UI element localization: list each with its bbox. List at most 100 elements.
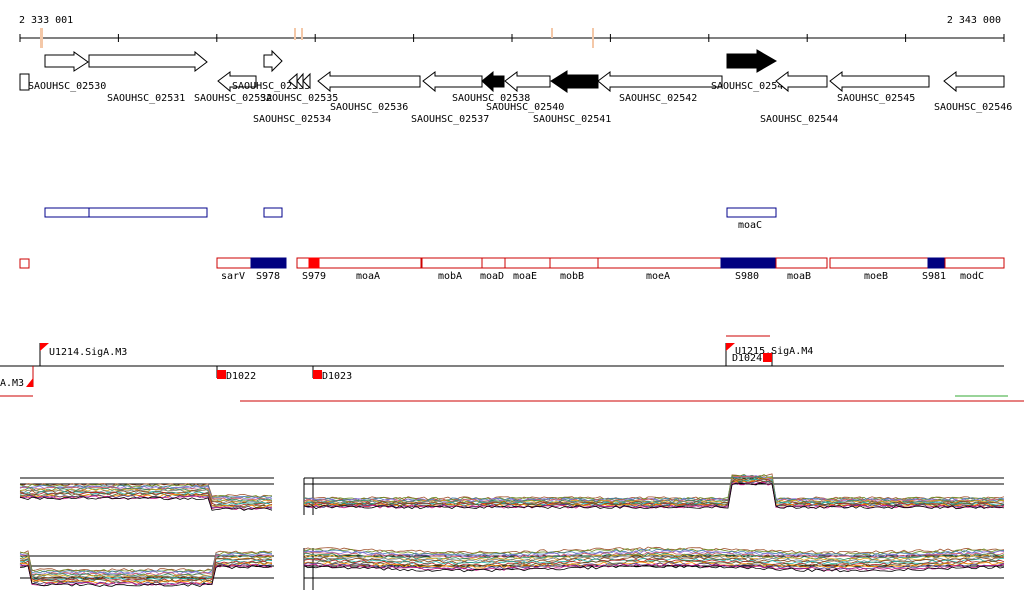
feature-box-moad[interactable] [481,257,506,269]
expression-profile-line [19,496,273,511]
gene-arrow [829,71,930,93]
feature-box-modc[interactable] [944,257,1005,269]
expression-profile-line [303,475,1005,502]
gene-saouhsc-02546[interactable]: SAOUHSC_02546 [934,71,1012,113]
gene-label: SAOUHSC_02537 [411,114,489,125]
feature-box-moeb[interactable] [829,257,929,269]
expression-profile-line [19,484,273,499]
signal-label-d1023: D1023 [322,371,352,382]
rna-marker-d1024[interactable] [763,353,772,362]
gene-saouhsc-02538[interactable]: SAOUHSC_02538 [452,70,530,104]
gene-label: SAOUHSC_02535 [260,93,338,104]
promoter-flag[interactable] [726,343,735,351]
promoter-flag[interactable] [40,343,49,351]
gene-label: SAOUHSC_02538 [452,93,530,104]
expression-profile-line [303,564,1005,573]
feature-box[interactable] [19,258,30,269]
rna-marker-d1023[interactable] [313,370,322,379]
gene-label: SAOUHSC_02531 [107,93,185,104]
operon-track: moaC [44,207,777,231]
expression-profile-line [19,556,273,578]
feature-box-s978[interactable] [250,257,287,269]
feature-box-s980[interactable] [720,257,777,269]
expression-track-bottom [19,546,1005,590]
gene-label: SAOUHSC_02533 [232,81,310,92]
gene-saouhsc-02533[interactable]: SAOUHSC_02533 [232,49,310,92]
operon-box[interactable] [88,207,208,218]
ruler-highlight [301,28,303,40]
feature-label-s979: S979 [302,271,326,282]
gene-track: SAOUHSC_02530 SAOUHSC_02531 SAOUHSC_0253… [19,49,1012,125]
feature-label-moeb: moeB [864,271,888,282]
signal-label-d1024: D1024 [732,353,762,364]
gene-arrow [19,73,30,91]
feature-box-mobb[interactable] [549,257,599,269]
gene-label: SAOUHSC_02546 [934,102,1012,113]
gene-arrow [943,71,1005,93]
gene-saouhsc-02535[interactable]: SAOUHSC_02535 [260,72,338,104]
feature-box-moba[interactable] [421,257,483,269]
gene-arrow [88,50,208,72]
gene-arrow [44,51,89,72]
gene-saouhsc-02530[interactable]: SAOUHSC_02530 [19,51,106,92]
ruler-highlight [551,28,553,38]
ruler-highlight [294,28,296,40]
gene-saouhsc-02540[interactable]: SAOUHSC_02540 [486,71,564,113]
feature-label-s981: S981 [922,271,946,282]
feature-label-moab: moaB [787,271,811,282]
expression-profile-line [303,559,1005,568]
expression-profile-line [19,563,273,585]
feature-box-s979[interactable] [308,257,320,269]
expression-profile-line [19,564,273,586]
gene-arrow [504,71,551,93]
gene-arrow [597,71,723,93]
coordinate-ruler: 2 333 001 2 343 000 [19,15,1005,48]
gene-label: SAOUHSC_02536 [330,102,408,113]
rna-marker-d1022[interactable] [217,370,226,379]
expression-profile-line [19,485,273,501]
expression-profile-line [304,552,1005,561]
gene-saouhsc-02542[interactable]: SAOUHSC_02542 [597,71,723,104]
operon-box[interactable] [44,207,90,218]
gene-arrow [481,70,505,93]
feature-box-moab[interactable] [775,257,828,269]
feature-label-modc: modC [960,271,984,282]
feature-label-mobb: mobB [560,271,584,282]
operon-box[interactable] [263,207,283,218]
expression-profiles [19,546,1005,587]
expression-profile-line [303,563,1005,572]
gene-saouhsc-02544[interactable]: SAOUHSC_02544 [760,71,838,125]
ruler-start-label: 2 333 001 [19,15,73,26]
feature-label-moaa: moaA [356,271,380,282]
gene-label: SAOUHSC_02541 [533,114,611,125]
feature-box-moaa[interactable] [296,257,422,269]
ruler-highlight [40,28,43,48]
expression-profile-line [19,550,273,572]
gene-saouhsc-02543[interactable]: SAOUHSC_02543 [711,49,789,92]
gene-arrow [317,71,421,93]
gene-label: SAOUHSC_02544 [760,114,838,125]
gene-saouhsc-02531[interactable]: SAOUHSC_02531 [88,50,208,104]
gene-saouhsc-02532[interactable]: SAOUHSC_02532 [194,71,272,104]
expression-profile-line [303,561,1005,569]
expression-profile-line [19,490,273,505]
feature-box-sarv[interactable] [216,257,252,269]
operon-label-moac: moaC [738,220,762,231]
gene-arrow [217,71,257,93]
expression-profile-line [303,476,1005,504]
feature-label-s980: S980 [735,271,759,282]
feature-box-s981[interactable] [927,257,946,269]
expression-profile-line [303,481,1005,508]
gene-arrow [302,72,311,90]
promoter-flag[interactable] [26,378,33,387]
gene-saouhsc-02545[interactable]: SAOUHSC_02545 [829,71,930,104]
operon-box-moac[interactable] [726,207,777,218]
expression-profile-line [303,474,1005,502]
gene-label: SAOUHSC_02540 [486,102,564,113]
expression-profile-line [19,565,273,587]
ruler-highlight [592,28,594,48]
feature-box-moea[interactable] [597,257,722,269]
gene-saouhsc-02536[interactable]: SAOUHSC_02536 [317,71,421,113]
feature-box-moae[interactable] [504,257,551,269]
